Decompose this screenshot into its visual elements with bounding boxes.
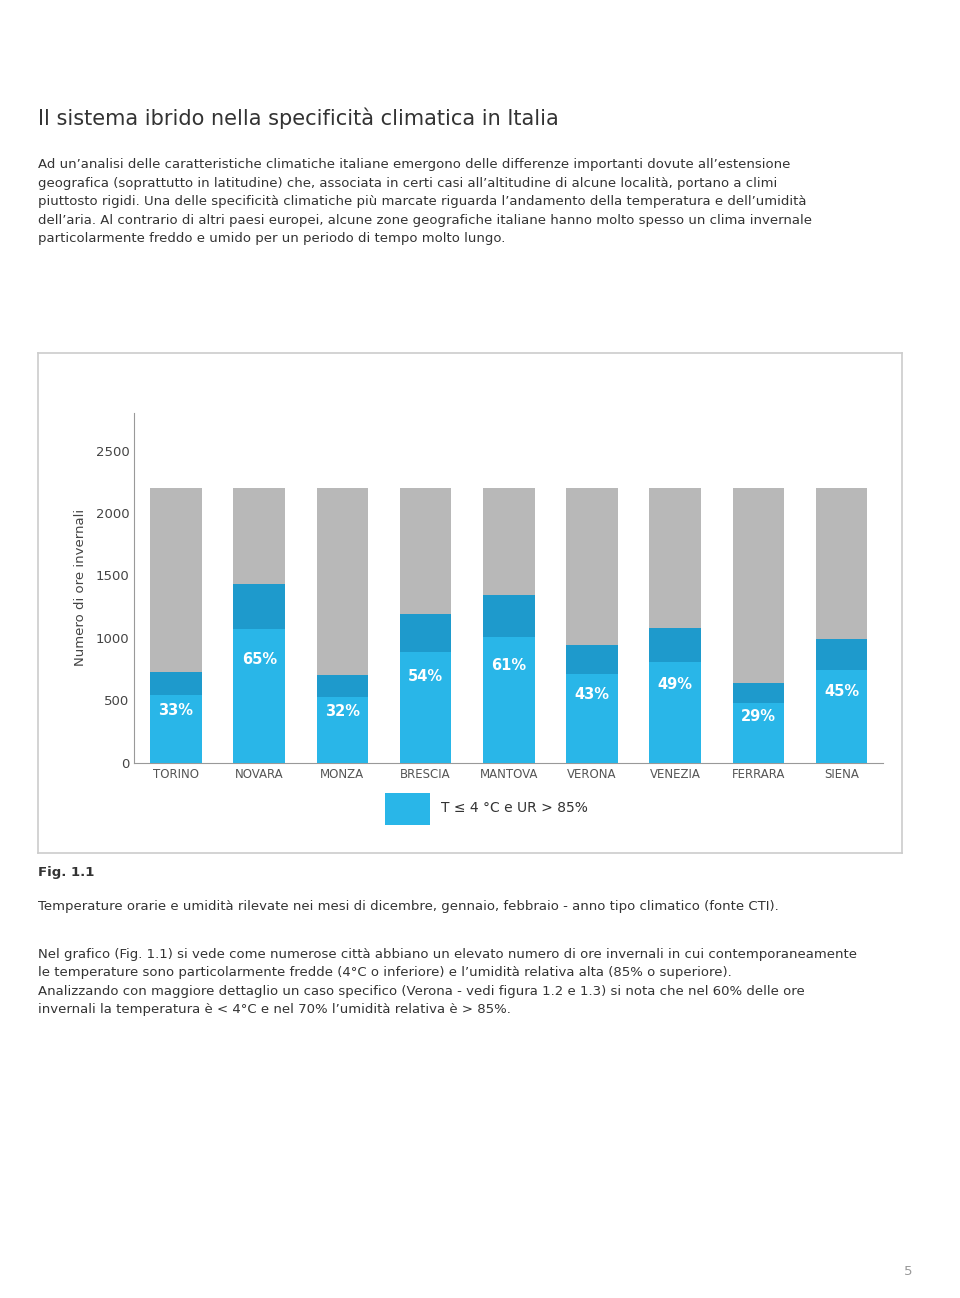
Text: 43%: 43% [574,687,610,702]
Bar [816,639,868,670]
Text: 54%: 54% [408,670,444,684]
Bar [732,488,784,683]
Bar [399,614,451,763]
Text: Ad un’analisi delle caratteristiche climatiche italiane emergono delle differenz: Ad un’analisi delle caratteristiche clim… [38,158,812,245]
Text: 5: 5 [904,1264,912,1279]
Bar [483,488,535,596]
Bar [150,488,202,672]
Bar [816,639,868,763]
Bar [233,584,285,628]
Bar [399,614,451,652]
Bar [150,672,202,694]
Text: Nel grafico (Fig. 1.1) si vede come numerose città abbiano un elevato numero di : Nel grafico (Fig. 1.1) si vede come nume… [38,948,857,1016]
Bar [566,488,618,645]
Text: 65%: 65% [242,652,276,667]
Bar [233,584,285,763]
Text: Temperature orarie e umidità rilevate nei mesi di dicembre, gennaio, febbraio - : Temperature orarie e umidità rilevate ne… [38,900,780,912]
Text: T ≤ 4 °C e UR > 85%: T ≤ 4 °C e UR > 85% [442,801,588,815]
Bar [649,628,701,662]
Bar [816,488,868,639]
Text: 29%: 29% [741,709,776,724]
Text: 45%: 45% [824,684,859,698]
Bar [732,683,784,763]
FancyBboxPatch shape [385,793,430,826]
Bar [317,675,369,763]
Bar [233,488,285,584]
Bar [649,488,701,628]
Bar [399,488,451,614]
Bar [483,596,535,763]
Text: Il sistema ibrido nella specificità climatica in Italia: Il sistema ibrido nella specificità clim… [38,108,559,129]
Text: 49%: 49% [658,678,693,692]
Text: 32%: 32% [324,705,360,719]
Bar [317,488,369,675]
Bar [483,596,535,637]
Y-axis label: Numero di ore invernali: Numero di ore invernali [75,509,87,666]
Bar [566,645,618,763]
Bar [649,628,701,763]
Bar [566,645,618,674]
Bar [150,672,202,763]
Text: Sistemi con pompe di calore PBM-i: Sistemi con pompe di calore PBM-i [304,22,809,49]
Text: 33%: 33% [158,702,194,718]
Text: 61%: 61% [492,658,526,674]
Text: Fig. 1.1: Fig. 1.1 [38,866,95,879]
Bar [317,675,369,697]
Bar [732,683,784,704]
